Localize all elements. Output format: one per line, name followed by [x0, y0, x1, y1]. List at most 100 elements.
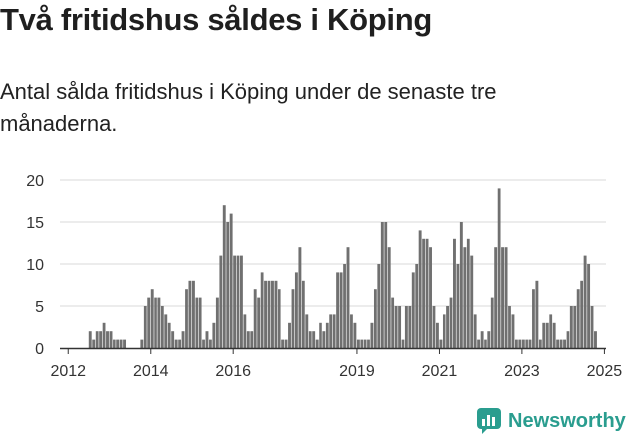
bar	[185, 289, 188, 348]
bar	[209, 339, 212, 348]
bar	[487, 331, 491, 348]
bar	[174, 339, 178, 348]
bar	[264, 280, 268, 348]
brand-name: Newsworthy	[508, 409, 626, 432]
bar	[140, 339, 144, 348]
bar	[222, 205, 226, 348]
bar	[528, 339, 532, 348]
bar	[470, 255, 474, 348]
bar	[343, 264, 346, 348]
bars	[88, 188, 597, 348]
bar	[422, 238, 426, 348]
bar	[401, 339, 405, 348]
bar	[171, 331, 175, 348]
bar	[281, 339, 285, 348]
bar	[559, 339, 563, 348]
bar	[246, 331, 250, 348]
bar	[453, 238, 456, 348]
bar	[195, 297, 199, 348]
x-tick-label: 2014	[133, 363, 169, 380]
bar	[88, 331, 92, 348]
bar	[325, 322, 329, 348]
bar	[549, 314, 553, 348]
bar	[239, 255, 243, 348]
bar	[95, 331, 99, 348]
bar	[113, 339, 116, 348]
x-tick-label: 2016	[215, 363, 251, 380]
bar	[109, 331, 113, 348]
bar	[463, 247, 467, 348]
bar	[329, 314, 333, 348]
bar	[408, 306, 412, 348]
bar	[538, 339, 542, 348]
bar	[360, 339, 363, 348]
bar	[119, 339, 123, 348]
bar	[92, 339, 96, 348]
bar	[442, 314, 446, 348]
bar	[116, 339, 120, 348]
bar	[160, 306, 164, 348]
bar	[439, 339, 443, 348]
newsworthy-logo: Newsworthy	[476, 407, 626, 435]
bar	[226, 222, 230, 348]
bar	[188, 280, 192, 348]
bar	[315, 339, 319, 348]
bar	[212, 322, 216, 348]
bar	[404, 306, 408, 348]
bar	[545, 322, 549, 348]
bar-chart-bubble-icon	[477, 408, 501, 434]
bar	[106, 331, 109, 348]
x-tick-label: 2012	[50, 363, 86, 380]
bar	[384, 222, 388, 348]
bar	[594, 331, 597, 348]
bar	[473, 314, 477, 348]
bar	[267, 280, 271, 348]
bar	[202, 339, 205, 348]
bar	[154, 297, 157, 348]
bar	[353, 322, 357, 348]
bar	[198, 297, 202, 348]
bar	[271, 280, 274, 348]
bar	[260, 272, 264, 348]
bar	[215, 297, 219, 348]
bar	[449, 297, 453, 348]
bar	[274, 280, 278, 348]
bar	[291, 289, 295, 348]
bar	[356, 339, 360, 348]
y-tick-label: 0	[35, 341, 44, 358]
bar	[556, 339, 559, 348]
bar	[552, 322, 556, 348]
bar	[370, 322, 374, 348]
bar	[243, 314, 247, 348]
bar	[484, 339, 487, 348]
bar	[284, 339, 288, 348]
x-tick-label: 2021	[422, 363, 458, 380]
bar	[566, 331, 570, 348]
y-tick-label: 20	[26, 173, 44, 190]
bar	[518, 339, 522, 348]
bar	[576, 289, 580, 348]
bar	[143, 306, 147, 348]
x-tick-label: 2019	[339, 363, 375, 380]
bar	[494, 247, 498, 348]
bar	[590, 306, 594, 348]
bar	[253, 289, 257, 348]
bar	[446, 306, 450, 348]
bar	[398, 306, 402, 348]
bar	[181, 331, 185, 348]
bar	[339, 272, 343, 348]
bar	[387, 247, 391, 348]
bar	[367, 339, 370, 348]
bar	[542, 322, 546, 348]
bar	[332, 314, 336, 348]
bar	[233, 255, 237, 348]
bar	[191, 280, 195, 348]
bar	[298, 247, 302, 348]
bar	[508, 306, 511, 348]
bar	[205, 331, 209, 348]
bar	[178, 339, 181, 348]
bar	[563, 339, 566, 348]
gridlines	[60, 179, 606, 307]
bar	[425, 238, 429, 348]
bar	[301, 280, 305, 348]
